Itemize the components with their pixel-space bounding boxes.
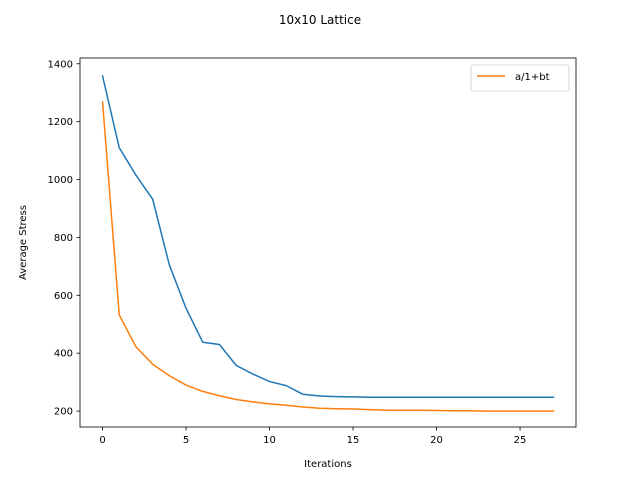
y-tick-label: 1400 [48, 59, 73, 70]
y-axis-ticks: 200 400 600 800 1000 1200 1400 [48, 59, 80, 418]
axes-layer [79, 57, 577, 428]
x-axis-label: Iterations [304, 459, 352, 470]
x-tick-label: 10 [263, 435, 276, 446]
y-tick-label: 600 [54, 291, 73, 302]
y-tick-label: 1000 [48, 175, 73, 186]
series-line-2 [101, 101, 555, 412]
legend: a/1+bt [470, 64, 570, 92]
x-tick-label: 0 [99, 435, 105, 446]
y-tick-label: 800 [54, 233, 73, 244]
y-axis-label: Average Stress [18, 205, 29, 280]
x-axis-ticks: 0 5 10 15 20 25 [99, 427, 526, 446]
x-tick-label: 15 [347, 435, 360, 446]
y-tick-label: 200 [54, 407, 73, 418]
x-tick-label: 20 [430, 435, 443, 446]
chart-title: 10x10 Lattice [279, 13, 361, 27]
legend-label: a/1+bt [515, 72, 550, 83]
x-tick-label: 5 [183, 435, 189, 446]
y-tick-label: 400 [54, 349, 73, 360]
plot-frame [79, 57, 577, 428]
y-tick-label: 1200 [48, 117, 73, 128]
series-layer [101, 75, 555, 412]
series-line-1 [101, 75, 555, 398]
legend-frame [470, 64, 570, 92]
plot-area [80, 58, 576, 427]
x-tick-label: 25 [514, 435, 527, 446]
